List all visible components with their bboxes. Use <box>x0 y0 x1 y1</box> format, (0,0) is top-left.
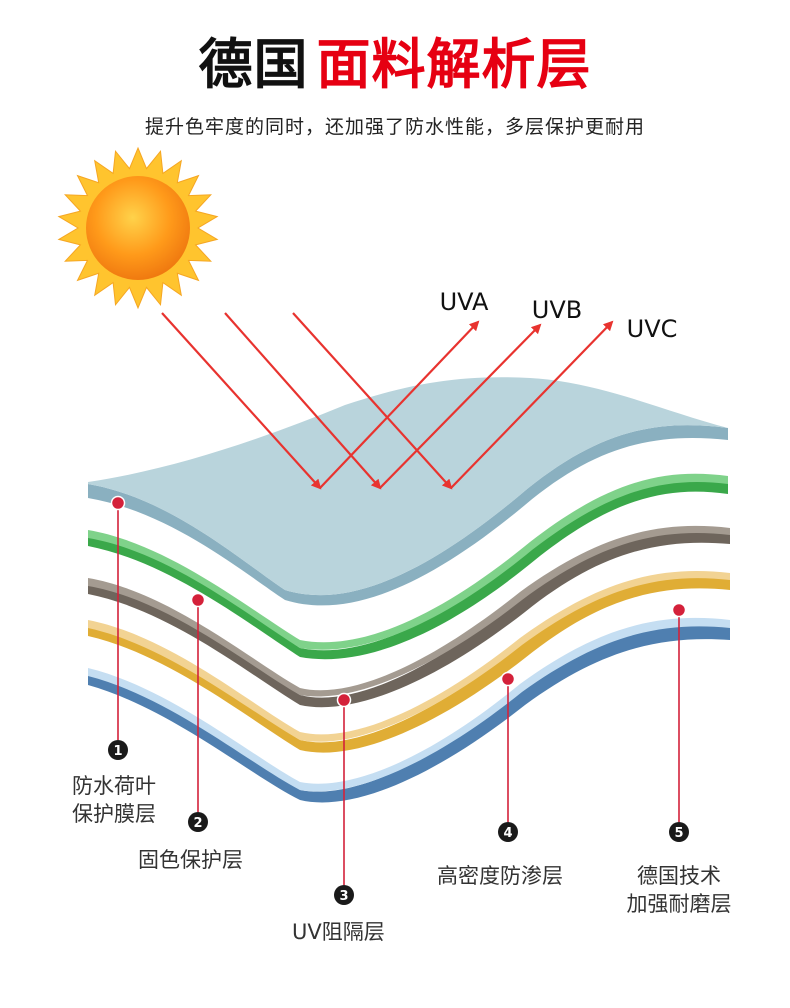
number-2: 2 <box>193 816 202 831</box>
number-3: 3 <box>339 889 348 904</box>
number-1: 1 <box>113 744 122 759</box>
uv-rays <box>161 312 614 490</box>
uva-incoming-ray <box>161 312 322 490</box>
uvc-label: UVC <box>627 315 678 343</box>
layer-1-light-blue <box>88 377 728 606</box>
uva-reflected-ray <box>319 320 480 489</box>
layer-3-brown <box>88 525 730 708</box>
layer-5-marker <box>671 602 687 618</box>
layer-3-marker <box>336 692 352 708</box>
layer-2-marker <box>190 592 206 608</box>
layer-5-blue <box>88 617 730 803</box>
sun-icon <box>57 146 219 310</box>
layer-5-label-line2: 加强耐磨层 <box>626 892 732 916</box>
title-black: 德国 <box>198 32 309 96</box>
layer-5-label-line1: 德国技术 <box>637 864 721 888</box>
layer-5-label: 德国技术 加强耐磨层 <box>614 862 744 918</box>
number-5: 5 <box>674 826 683 841</box>
layer-2-green <box>88 473 728 660</box>
layer-2-label: 固色保护层 <box>138 848 243 872</box>
uvb-label: UVB <box>532 296 582 324</box>
uvc-incoming-ray <box>292 312 453 490</box>
subtitle: 提升色牢度的同时，还加强了防水性能，多层保护更耐用 <box>144 116 645 138</box>
layer-1-label-line2: 保护膜层 <box>72 802 156 826</box>
sun-disc <box>86 176 190 280</box>
uvb-incoming-ray <box>224 312 382 490</box>
number-badge-4: 4 <box>498 822 518 842</box>
title-row: 德国 面料解析层 <box>0 22 790 96</box>
callout-lines <box>117 503 680 885</box>
layer-4-label: 高密度防渗层 <box>437 864 563 888</box>
number-badge-3: 3 <box>334 885 354 905</box>
number-4: 4 <box>503 826 512 841</box>
layer-1-label: 防水荷叶 保护膜层 <box>72 772 156 828</box>
uvc-reflected-ray <box>450 320 614 489</box>
title-red: 面料解析层 <box>316 32 592 96</box>
number-badge-5: 5 <box>669 822 689 842</box>
layer-1-label-line1: 防水荷叶 <box>72 774 156 798</box>
layer-4-marker <box>500 671 516 687</box>
callout-markers <box>110 495 687 708</box>
number-badge-1: 1 <box>108 740 128 760</box>
uva-label: UVA <box>440 288 489 316</box>
layer-4-yellow <box>88 571 730 753</box>
uvb-reflected-ray <box>379 323 542 489</box>
layer-1-marker <box>110 495 126 511</box>
number-badge-2: 2 <box>188 812 208 832</box>
layer-3-label: UV阻隔层 <box>292 920 385 944</box>
